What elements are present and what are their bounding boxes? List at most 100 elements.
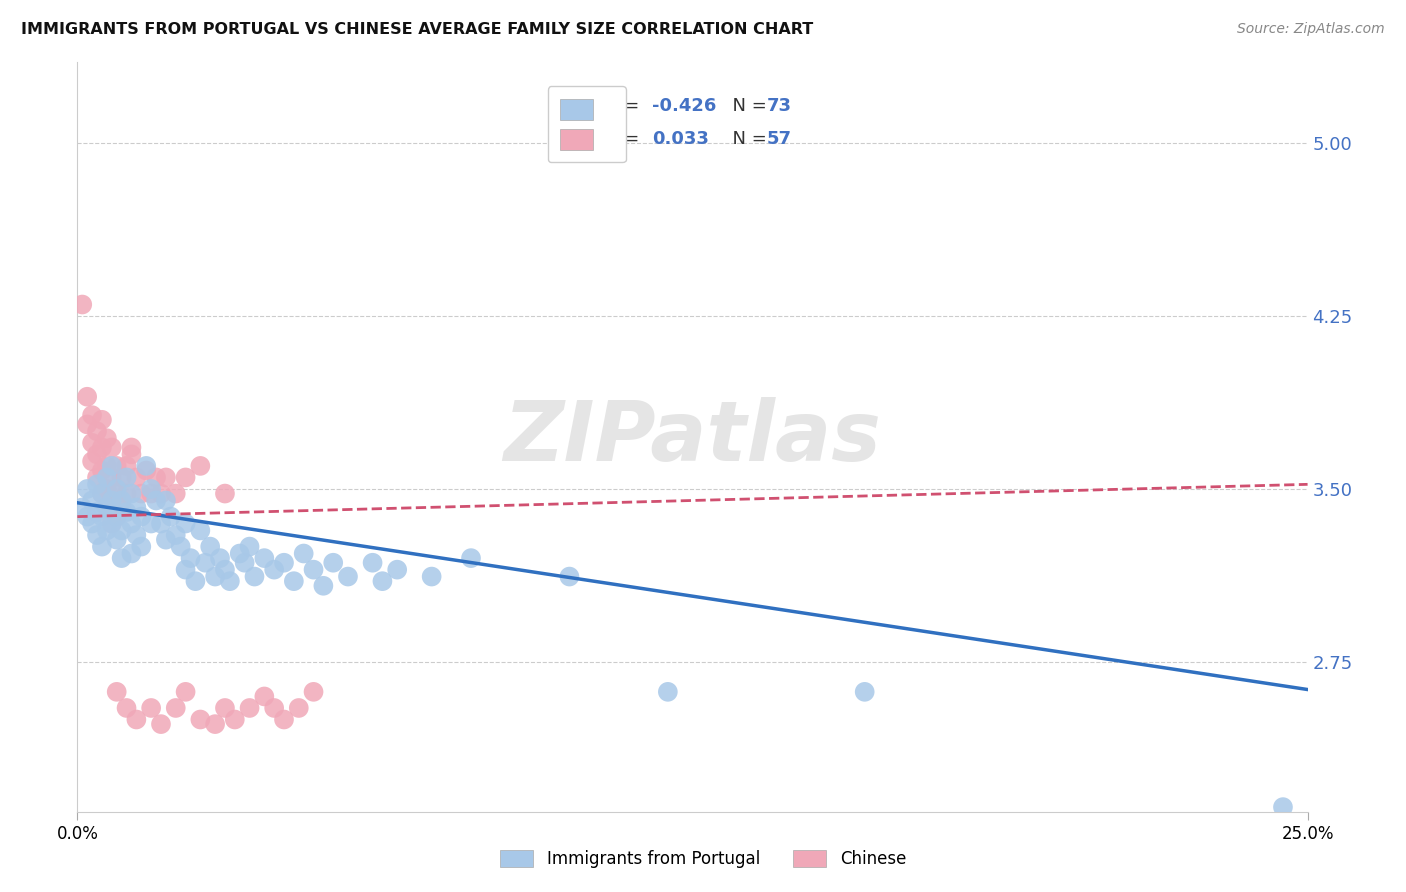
Point [170,540,193,554]
Point [125,713,148,727]
Point [292,547,315,561]
Text: 0.033: 0.033 [652,130,709,148]
Point [90,463,114,477]
Point [188,524,212,538]
Point [337,569,360,583]
Point [82,493,104,508]
Point [121,516,143,531]
Point [90,486,114,500]
Point [96,458,118,473]
Point [141,701,163,715]
Point [111,551,132,566]
Text: 57: 57 [766,130,792,148]
Point [115,486,138,500]
Point [135,463,157,477]
Point [853,685,876,699]
Point [111,493,132,508]
Point [96,500,118,515]
Point [150,516,173,531]
Point [194,556,217,570]
Point [96,500,118,515]
Legend:   ,   : , [548,87,626,162]
Point [105,509,128,524]
Point [239,540,262,554]
Point [90,413,114,427]
Point [125,528,148,542]
Point [96,482,118,496]
Point [129,509,153,524]
Point [312,579,335,593]
Point [302,563,325,577]
Point [243,569,266,583]
Point [105,486,128,500]
Point [101,458,124,473]
Point [76,509,98,524]
Point [70,500,93,515]
Text: N =: N = [721,130,772,148]
Point [101,516,124,531]
Point [96,470,118,484]
Point [90,540,114,554]
Point [420,569,443,583]
Point [283,574,305,589]
Point [121,486,143,500]
Point [111,470,132,484]
Point [263,701,285,715]
Point [204,717,226,731]
Point [115,458,138,473]
Point [101,441,124,455]
Point [657,685,679,699]
Point [155,470,177,484]
Point [150,486,173,500]
Point [86,528,108,542]
Point [200,540,222,554]
Point [86,425,108,439]
Point [188,713,212,727]
Point [111,500,132,515]
Point [115,505,138,519]
Point [188,458,212,473]
Legend: Immigrants from Portugal, Chinese: Immigrants from Portugal, Chinese [494,843,912,875]
Point [121,441,143,455]
Point [219,574,242,589]
Point [105,509,128,524]
Point [180,551,202,566]
Point [115,470,138,484]
Text: IMMIGRANTS FROM PORTUGAL VS CHINESE AVERAGE FAMILY SIZE CORRELATION CHART: IMMIGRANTS FROM PORTUGAL VS CHINESE AVER… [21,22,813,37]
Point [129,540,153,554]
Text: R =: R = [606,97,645,115]
Point [204,569,226,583]
Point [76,417,98,432]
Point [129,486,153,500]
Point [273,556,295,570]
Point [101,493,124,508]
Point [141,486,163,500]
Point [1272,800,1295,814]
Point [86,477,108,491]
Point [273,713,295,727]
Point [105,482,128,496]
Point [90,486,114,500]
Text: -0.426: -0.426 [652,97,716,115]
Text: 73: 73 [766,97,792,115]
Point [121,547,143,561]
Point [86,470,108,484]
Point [135,458,157,473]
Point [155,493,177,508]
Point [96,431,118,445]
Point [263,563,285,577]
Point [86,447,108,461]
Point [460,551,482,566]
Text: N =: N = [721,97,772,115]
Point [96,524,118,538]
Point [145,493,167,508]
Point [209,551,232,566]
Point [214,563,236,577]
Point [141,516,163,531]
Point [121,447,143,461]
Point [115,701,138,715]
Text: Source: ZipAtlas.com: Source: ZipAtlas.com [1237,22,1385,37]
Point [224,713,246,727]
Point [253,690,276,704]
Point [86,505,108,519]
